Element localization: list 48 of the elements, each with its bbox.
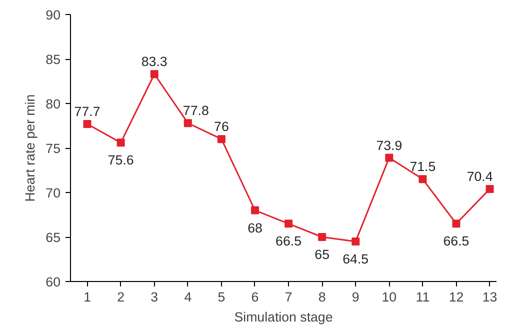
point (150, 70, 158, 78)
x-tick-label: 5 (218, 290, 226, 304)
x-tick-label: 2 (117, 290, 125, 304)
point (184, 119, 192, 128)
data-label: 68 (248, 220, 262, 236)
x-tick-label: 8 (318, 290, 326, 304)
x-tick-label: 6 (251, 290, 259, 304)
y-axis-title: Heart rate per min (22, 94, 38, 202)
point (452, 220, 460, 228)
point (284, 220, 293, 228)
x-tick-label: 10 (382, 290, 397, 304)
y-tick-label: 75 (46, 141, 61, 156)
data-label: 65 (314, 247, 330, 262)
point (250, 206, 259, 214)
data-label: 71.5 (410, 159, 436, 174)
data-label: 76 (214, 119, 229, 134)
data-label: 66.5 (443, 234, 470, 249)
data-label: 66.5 (276, 234, 302, 249)
data-label: 73.9 (376, 138, 402, 153)
x-tick-label: 7 (284, 290, 292, 304)
x-tick-label: 9 (352, 290, 360, 304)
point (217, 135, 226, 144)
data-label: 77.7 (74, 104, 100, 119)
x-tick-label: 11 (416, 290, 430, 304)
data-label: 64.5 (342, 251, 369, 266)
point (385, 154, 394, 162)
x-tick-label: 3 (150, 290, 158, 304)
data-label: 75.6 (108, 152, 134, 168)
data-label: 70.4 (466, 168, 494, 184)
point (418, 175, 427, 184)
y-tick-label: 60 (46, 274, 61, 290)
data-label: 77.8 (182, 103, 209, 118)
x-tick-label: 13 (482, 290, 498, 304)
x-tick-label: 12 (448, 290, 464, 304)
point (83, 120, 92, 128)
point (116, 138, 125, 147)
x-tick-label: 4 (184, 290, 192, 304)
x-axis-title: Simulation stage (234, 310, 333, 324)
y-tick-label: 65 (46, 230, 61, 245)
y-tick-label: 80 (46, 96, 61, 112)
y-tick-label: 85 (46, 52, 61, 67)
x-tick-label: 1 (84, 290, 91, 304)
point (352, 237, 360, 246)
point (486, 184, 494, 193)
y-tick-label: 70 (46, 186, 61, 200)
data-label: 83.3 (141, 54, 168, 70)
point (318, 233, 326, 241)
y-tick-label: 90 (46, 8, 61, 22)
